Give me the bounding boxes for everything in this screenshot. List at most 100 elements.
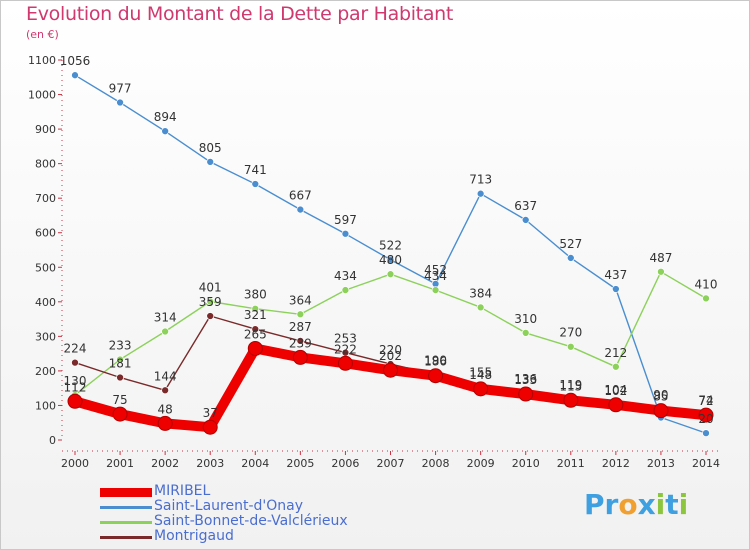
data-label: 527 [559, 237, 582, 251]
data-point [206, 158, 215, 166]
x-tick-label: 2009 [467, 457, 495, 470]
data-point [476, 189, 485, 198]
logo-letter: P [584, 488, 605, 521]
legend-swatch-saint-laurent [100, 506, 152, 509]
data-point [473, 381, 489, 397]
data-label: 75 [112, 393, 127, 407]
data-point [161, 386, 169, 395]
y-tick-label: 400 [35, 296, 56, 309]
legend-label: Saint-Laurent-d'Onay [154, 498, 303, 514]
data-point [521, 329, 530, 337]
data-label: 359 [199, 295, 222, 309]
y-tick-label: 0 [49, 434, 56, 447]
data-point [476, 303, 485, 312]
x-tick-label: 2002 [151, 457, 179, 470]
chart-unit-subtitle: (en €) [26, 28, 59, 41]
data-label: 136 [514, 372, 537, 386]
data-point [702, 429, 710, 437]
x-tick-label: 2005 [286, 457, 314, 470]
x-tick-label: 2012 [602, 457, 630, 470]
data-point [67, 393, 83, 409]
data-point [563, 392, 579, 408]
data-point [383, 362, 398, 378]
data-point [702, 294, 710, 303]
data-point [251, 304, 260, 313]
logo-letter: o [618, 488, 638, 521]
data-point [566, 342, 575, 351]
data-point [341, 286, 350, 294]
data-label: 741 [244, 163, 267, 177]
y-tick-label: 1000 [28, 89, 56, 102]
data-label: 222 [334, 342, 357, 356]
data-point [518, 386, 534, 402]
data-point [116, 98, 124, 107]
data-label: 239 [289, 336, 312, 350]
y-tick-label: 600 [35, 227, 56, 240]
x-tick-label: 2014 [692, 457, 720, 470]
data-label: 85 [653, 390, 668, 404]
y-tick-label: 700 [35, 192, 56, 205]
data-point [657, 267, 665, 276]
data-point [292, 349, 308, 365]
data-point [612, 362, 620, 371]
proxiti-logo: Proxiti [584, 488, 688, 521]
legend-swatch-montrigaud [100, 536, 152, 539]
x-tick-label: 2007 [377, 457, 405, 470]
legend-item-saint-bonnet[interactable]: Saint-Bonnet-de-Valclérieux [100, 513, 400, 530]
data-point [296, 310, 305, 319]
data-label: 233 [109, 339, 132, 353]
data-point [206, 312, 215, 320]
x-tick-label: 2013 [647, 457, 675, 470]
data-label: 112 [64, 380, 87, 394]
data-label: 20 [698, 412, 713, 426]
data-label: 104 [604, 383, 627, 397]
data-point [428, 368, 444, 384]
data-label: 102 [604, 384, 627, 398]
data-label: 90 [653, 388, 668, 402]
legend-item-saint-laurent[interactable]: Saint-Laurent-d'Onay [100, 498, 400, 515]
data-label: 522 [379, 239, 402, 253]
data-label: 434 [424, 269, 447, 283]
legend-item-miribel[interactable]: MIRIBEL [100, 483, 400, 500]
data-labels: 1056 977 894 805 741 667 597 522 452 713 637 527 437… [60, 54, 718, 426]
data-label: 212 [604, 346, 627, 360]
data-label: 894 [154, 110, 177, 124]
y-tick-label: 500 [35, 261, 56, 274]
axes: 0 100 200 300 400 500 600 700 800 900 1000 1100 2000… [28, 54, 720, 470]
data-label: 434 [334, 269, 357, 283]
legend-label: MIRIBEL [154, 483, 211, 499]
data-label: 977 [109, 81, 132, 95]
legend-item-montrigaud[interactable]: Montrigaud [100, 528, 400, 545]
x-tick-label: 2004 [241, 457, 269, 470]
data-label: 253 [334, 332, 357, 346]
data-point [337, 355, 353, 371]
data-point [698, 407, 714, 423]
data-label: 37 [203, 406, 218, 420]
data-point [608, 397, 624, 413]
data-point [161, 327, 169, 336]
data-label: 74 [698, 393, 713, 407]
x-tick-label: 2008 [422, 457, 450, 470]
data-label: 321 [244, 308, 267, 322]
legend-swatch-miribel [100, 488, 152, 497]
data-label: 270 [559, 326, 582, 340]
data-label: 487 [649, 251, 672, 265]
data-label: 1056 [60, 54, 91, 68]
data-point [566, 254, 575, 262]
x-tick-label: 2010 [512, 457, 540, 470]
legend-label: Montrigaud [154, 528, 234, 544]
data-point [296, 205, 305, 214]
data-label: 452 [424, 263, 447, 277]
y-tick-label: 300 [35, 330, 56, 343]
data-label: 310 [514, 312, 537, 326]
data-label: 265 [244, 327, 267, 341]
x-tick-label: 2001 [106, 457, 134, 470]
data-point [71, 358, 79, 367]
logo-letter: i [655, 488, 666, 521]
data-label: 133 [514, 373, 537, 387]
data-label: 181 [109, 356, 132, 370]
data-label: 186 [424, 355, 447, 369]
data-label: 437 [604, 268, 627, 282]
data-label: 384 [469, 286, 492, 300]
